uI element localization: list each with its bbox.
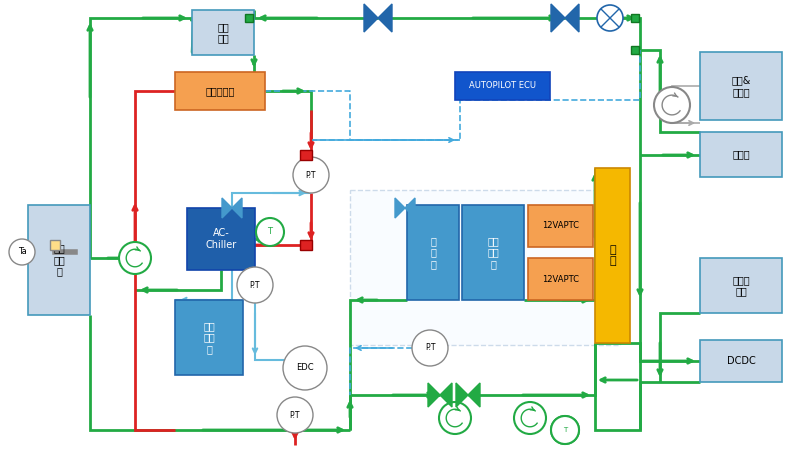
FancyBboxPatch shape <box>700 258 782 313</box>
Text: Ta: Ta <box>18 248 26 256</box>
FancyBboxPatch shape <box>407 205 459 300</box>
FancyBboxPatch shape <box>631 14 639 22</box>
Polygon shape <box>468 383 480 407</box>
Circle shape <box>597 5 623 31</box>
Circle shape <box>9 239 35 265</box>
Circle shape <box>283 346 327 390</box>
FancyBboxPatch shape <box>175 300 243 375</box>
Polygon shape <box>565 4 579 32</box>
Circle shape <box>551 416 579 444</box>
Text: 12VAPTC: 12VAPTC <box>542 221 579 230</box>
Text: DCDC: DCDC <box>726 356 755 366</box>
Polygon shape <box>440 383 452 407</box>
Circle shape <box>439 402 471 434</box>
Polygon shape <box>405 198 415 218</box>
FancyBboxPatch shape <box>175 72 265 110</box>
Circle shape <box>237 267 273 303</box>
FancyBboxPatch shape <box>700 340 782 382</box>
Circle shape <box>293 157 329 193</box>
Text: 气液
分离
器: 气液 分离 器 <box>203 321 215 354</box>
FancyBboxPatch shape <box>350 190 620 345</box>
Text: 液冷冷凝器: 液冷冷凝器 <box>206 86 234 96</box>
FancyBboxPatch shape <box>245 14 253 22</box>
Text: 蒸
发
器: 蒸 发 器 <box>430 236 436 269</box>
Text: P.T: P.T <box>290 410 300 419</box>
FancyBboxPatch shape <box>28 205 90 315</box>
Circle shape <box>412 330 448 366</box>
Circle shape <box>654 87 690 123</box>
FancyBboxPatch shape <box>528 205 593 247</box>
FancyBboxPatch shape <box>50 240 60 250</box>
Text: P.T: P.T <box>250 280 260 289</box>
Text: 电机控
制器: 电机控 制器 <box>732 274 750 296</box>
FancyBboxPatch shape <box>631 46 639 54</box>
Polygon shape <box>551 4 565 32</box>
Polygon shape <box>222 198 232 218</box>
Text: 内置
冷凝
器: 内置 冷凝 器 <box>487 236 499 269</box>
Circle shape <box>514 402 546 434</box>
Circle shape <box>277 397 313 433</box>
FancyBboxPatch shape <box>700 132 782 177</box>
FancyBboxPatch shape <box>528 258 593 300</box>
Text: 水箱
散热
器: 水箱 散热 器 <box>53 243 65 277</box>
Circle shape <box>119 242 151 274</box>
Text: T: T <box>563 427 567 433</box>
Polygon shape <box>395 198 405 218</box>
Text: AUTOPILOT ECU: AUTOPILOT ECU <box>469 81 536 90</box>
Text: 油冷器: 油冷器 <box>732 149 750 159</box>
Text: EDC: EDC <box>296 364 314 373</box>
FancyBboxPatch shape <box>187 208 255 270</box>
Polygon shape <box>428 383 440 407</box>
Text: P.T: P.T <box>306 171 316 180</box>
Text: 12VAPTC: 12VAPTC <box>542 274 579 284</box>
FancyBboxPatch shape <box>700 52 782 120</box>
Circle shape <box>256 218 284 246</box>
Polygon shape <box>364 4 378 32</box>
FancyBboxPatch shape <box>300 150 312 160</box>
Text: T: T <box>267 228 273 237</box>
FancyBboxPatch shape <box>192 10 254 55</box>
Text: T: T <box>562 426 567 435</box>
FancyBboxPatch shape <box>455 72 550 100</box>
Text: 电机&
减速器: 电机& 减速器 <box>731 75 750 97</box>
Text: 膨胀
水壶: 膨胀 水壶 <box>217 22 229 43</box>
Polygon shape <box>378 4 392 32</box>
Text: AC-
Chiller: AC- Chiller <box>206 228 237 250</box>
Polygon shape <box>456 383 468 407</box>
Text: P.T: P.T <box>425 343 435 352</box>
FancyBboxPatch shape <box>300 240 312 250</box>
FancyBboxPatch shape <box>595 168 630 343</box>
Circle shape <box>551 416 579 444</box>
Polygon shape <box>232 198 242 218</box>
Text: 电
池: 电 池 <box>609 245 616 266</box>
FancyBboxPatch shape <box>462 205 524 300</box>
